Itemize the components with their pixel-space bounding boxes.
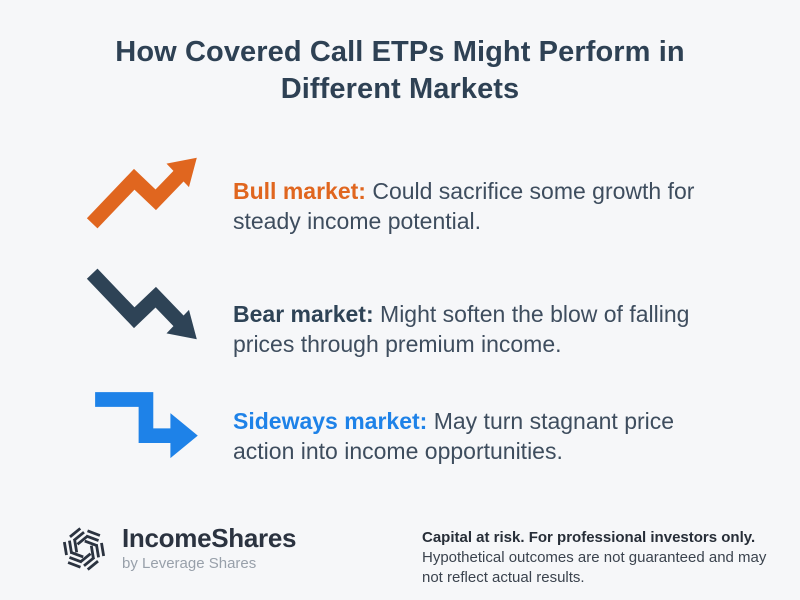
sideways-market-text: Sideways market: May turn stagnant price… [233,406,738,466]
trend-up-arrow-icon [85,148,203,236]
bear-market-label: Bear market: [233,301,374,327]
bear-market-text: Bear market: Might soften the blow of fa… [233,299,738,359]
bull-market-label: Bull market: [233,178,366,204]
bull-market-description: Could sacrifice some growth for steady i… [233,178,695,235]
step-right-arrow-icon [85,377,203,465]
page-title: How Covered Call ETPs Might Perform in D… [115,36,685,106]
brand-text-block: IncomeShares by Leverage Shares [122,524,296,572]
bull-market-text: Bull market: Could sacrifice some growth… [233,176,738,236]
trend-down-arrow-icon [85,261,203,349]
hexagon-pinwheel-logo-icon [56,521,112,577]
disclaimer-body: Hypothetical outcomes are not guaranteed… [422,548,767,586]
bear-market-description: Might soften the blow of falling prices … [233,301,690,358]
disclaimer-text: Capital at risk. For professional invest… [422,528,778,587]
disclaimer-bold-line: Capital at risk. For professional invest… [422,529,756,546]
sideways-market-description: May turn stagnant price action into inco… [233,408,675,465]
brand-name: IncomeShares [122,523,297,553]
sideways-market-label: Sideways market: [233,408,428,434]
brand-tagline: by Leverage Shares [122,554,257,572]
